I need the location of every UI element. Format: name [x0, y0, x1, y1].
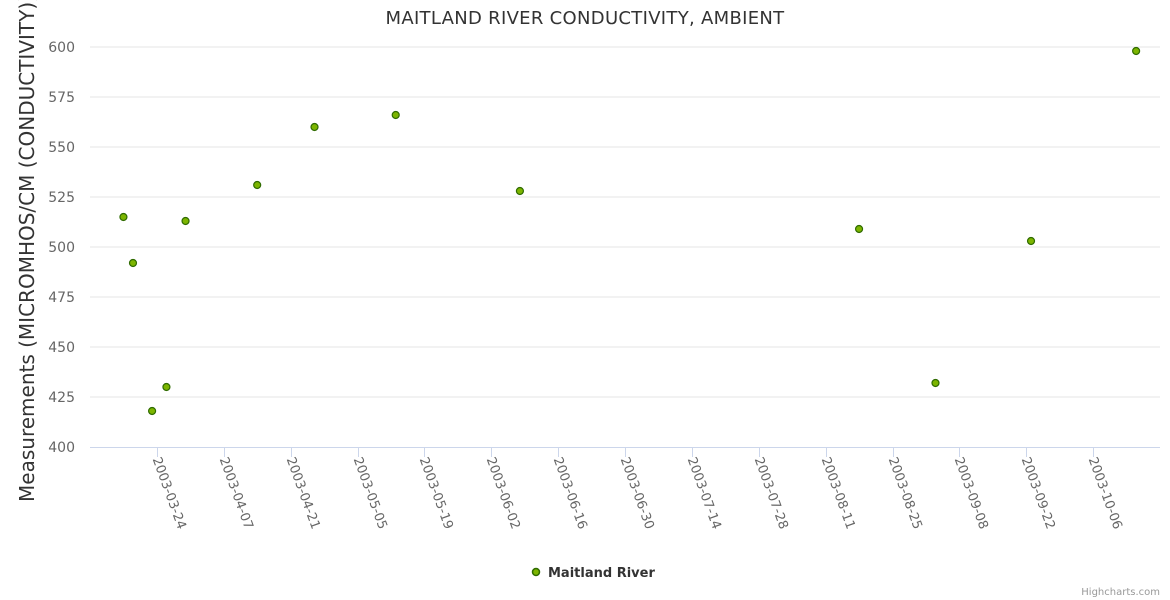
legend-marker-icon[interactable] [531, 567, 541, 577]
x-tick-label: 2003-09-08 [951, 455, 991, 531]
y-tick-label: 600 [48, 40, 75, 56]
x-tick-label: 2003-06-16 [550, 455, 590, 531]
data-point[interactable] [128, 258, 138, 268]
x-tick-label: 2003-06-02 [483, 455, 523, 531]
x-tick-label: 2003-05-05 [350, 455, 390, 531]
x-tick-label: 2003-09-22 [1018, 455, 1058, 531]
x-tick-label: 2003-03-24 [149, 455, 189, 531]
y-tick-label: 525 [48, 190, 75, 206]
legend-label[interactable]: Maitland River [548, 566, 655, 581]
data-point[interactable] [854, 224, 864, 234]
data-point[interactable] [310, 122, 319, 132]
x-axis: 2003-03-24 2003-04-07 2003-04-21 2003-05-05… [90, 447, 1160, 531]
y-tick-label: 450 [48, 340, 75, 356]
data-point[interactable] [1026, 236, 1036, 246]
data-point[interactable] [253, 180, 262, 190]
data-point[interactable] [147, 406, 157, 416]
data-point[interactable] [515, 186, 525, 196]
x-tick-label: 2003-06-30 [617, 455, 657, 531]
y-tick-label: 550 [48, 140, 75, 156]
x-tick-label: 2003-07-14 [684, 455, 724, 531]
x-tick-label: 2003-04-21 [283, 455, 323, 531]
x-tick-label: 2003-08-11 [818, 455, 858, 531]
chart-title: MAITLAND RIVER CONDUCTIVITY, AMBIENT [386, 8, 786, 29]
data-point[interactable] [181, 216, 190, 226]
data-point[interactable] [119, 212, 128, 222]
x-tick-label: 2003-05-19 [416, 455, 456, 531]
data-point[interactable] [1132, 46, 1141, 56]
y-tick-label: 400 [48, 440, 75, 456]
x-tick-label: 2003-08-25 [885, 455, 925, 531]
data-point[interactable] [162, 382, 171, 392]
y-tick-label: 500 [48, 240, 75, 256]
data-points[interactable] [119, 46, 1141, 416]
y-tick-label: 475 [48, 290, 75, 306]
x-tick-label: 2003-04-07 [216, 455, 256, 531]
data-point[interactable] [931, 378, 940, 388]
legend[interactable]: Maitland River [531, 566, 656, 581]
grid-lines [90, 46, 1160, 398]
credits-link[interactable]: Highcharts.com [1081, 587, 1160, 598]
x-tick-label: 2003-07-28 [751, 455, 791, 531]
y-tick-label: 425 [48, 390, 75, 406]
data-point[interactable] [391, 110, 400, 120]
x-tick-label: 2003-10-06 [1085, 455, 1125, 531]
y-axis-title: Measurements (MICROMHOS/CM (CONDUCTIVITY… [15, 0, 39, 502]
y-tick-label: 575 [48, 90, 75, 106]
y-tick-labels: 400 425 450 475 500 525 550 575 600 [48, 40, 75, 456]
